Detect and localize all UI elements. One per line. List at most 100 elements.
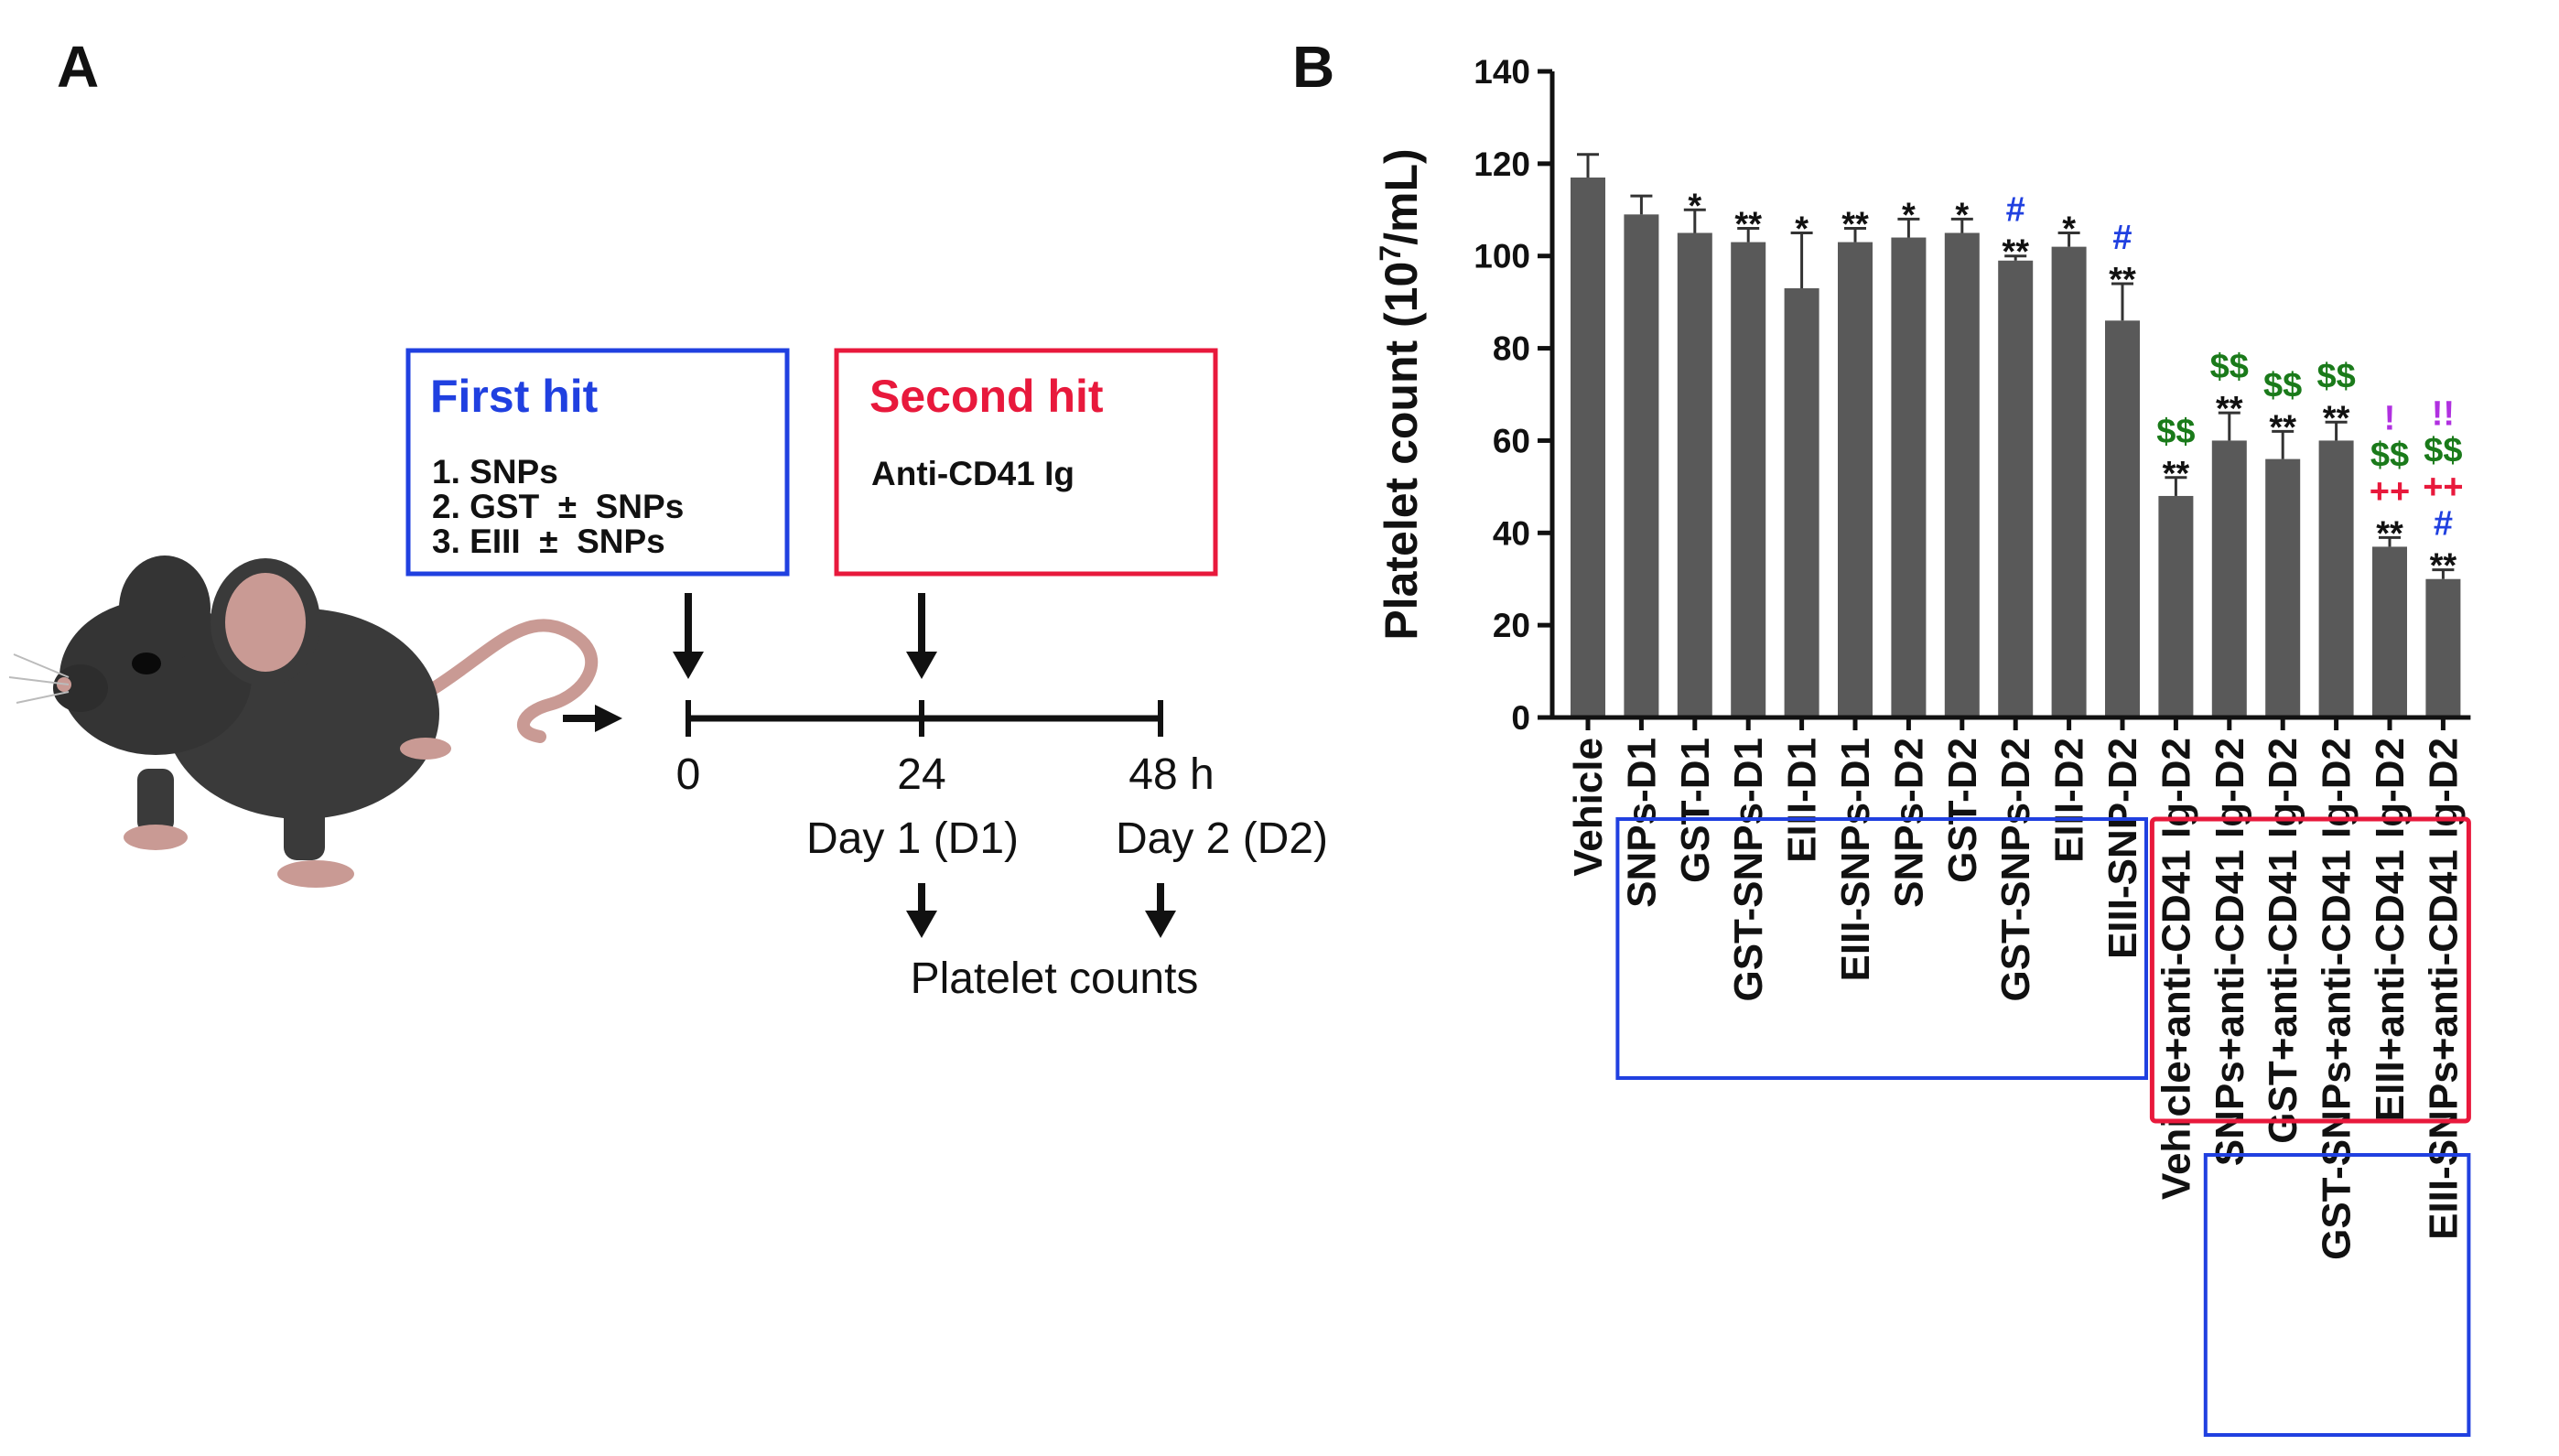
mouse-hind-paw [277, 860, 354, 888]
timeline-label-0: 0 [676, 750, 701, 799]
first-hit-frame [405, 348, 790, 577]
x-category-label: SNPs+anti-CD41 Ig-D2 [2208, 738, 2252, 1166]
y-axis-title-main: Platelet count (10 [1376, 262, 1427, 641]
x-category-label: GST-SNPs-D2 [1993, 738, 2038, 1002]
y-tick-label: 0 [1511, 699, 1530, 737]
panel-a-label: A [57, 34, 99, 100]
first-hit-item-1: 1. SNPs [432, 453, 558, 491]
significance-marker: ** [2109, 261, 2136, 299]
timeline-label-48: 48 h [1128, 750, 1214, 799]
mouse-eye [132, 653, 161, 674]
mouse-tail [378, 619, 599, 743]
timeline-outcome: Platelet counts [911, 954, 1199, 1003]
timeline-day2: Day 2 (D2) [1116, 814, 1328, 863]
y-tick-label: 20 [1493, 607, 1530, 644]
mouse-front-leg [137, 769, 174, 833]
x-category-label: EIII-SNP-D2 [2100, 738, 2145, 959]
bar [1998, 260, 2034, 717]
x-category-label: EIII-D2 [2047, 738, 2092, 863]
group-box-no-second-hit [1615, 817, 2148, 1080]
significance-marker: ** [2430, 547, 2457, 586]
second-hit-box: Second hit Anti-CD41 Ig [834, 348, 1218, 577]
significance-marker: ** [2269, 408, 2296, 447]
day1-arrow-head [906, 911, 937, 938]
y-tick-label: 80 [1493, 330, 1530, 368]
bar [1677, 232, 1712, 717]
timeline-day1: Day 1 (D1) [806, 814, 1019, 863]
mouse-ear-back [119, 555, 211, 662]
second-hit-frame [834, 348, 1218, 577]
significance-marker: * [2062, 210, 2076, 249]
y-tick-label: 60 [1493, 422, 1530, 459]
significance-marker: * [1902, 196, 1916, 234]
bar [2158, 495, 2194, 717]
y-axis-ticks: 0 20 40 60 80 100 120 140 [1474, 53, 1552, 737]
first-hit-item-3: 3. EIII ± SNPs [432, 523, 665, 560]
mouse-whiskers [8, 653, 70, 704]
bar [2372, 546, 2407, 717]
group-box-first-hit-plus-anti-cd41 [2203, 1153, 2471, 1437]
day2-arrow-head [1145, 911, 1176, 938]
significance-marker: * [1688, 187, 1701, 225]
first-hit-title: First hit [430, 371, 599, 422]
x-category-label: Vehicle [1566, 738, 1611, 877]
second-hit-title: Second hit [869, 371, 1104, 422]
x-category-label: EIII-SNPs-D1 [1833, 738, 1878, 982]
y-axis-title: Platelet count (107/mL) [1374, 148, 1427, 640]
timeline: 0 24 48 h Day 1 (D1) Day 2 (D2) Platelet… [676, 700, 1328, 1003]
significance-marker: ** [2216, 390, 2243, 428]
mouse-ear-inner [225, 573, 306, 672]
significance-marker: # [2006, 191, 2025, 230]
x-category-label: GST-D1 [1673, 738, 1718, 883]
bar [2425, 578, 2461, 717]
mouse-head [59, 599, 252, 755]
x-category-label: EIII+anti-CD41 Ig-D2 [2368, 738, 2413, 1121]
significance-marker: ** [2323, 399, 2350, 437]
x-category-label: GST+anti-CD41 Ig-D2 [2261, 738, 2305, 1144]
y-tick-label: 40 [1493, 514, 1530, 552]
bar [1731, 242, 1766, 718]
x-category-label: EIII-SNPs+anti-CD41 Ig-D2 [2421, 738, 2466, 1240]
second-hit-item-1: Anti-CD41 Ig [871, 455, 1074, 492]
mouse-illustration [8, 555, 599, 888]
significance-marker: $$ [2263, 366, 2302, 404]
significance-marker: $$ [2210, 348, 2249, 386]
significance-marker: ! [2384, 399, 2396, 437]
significance-marker: ** [1734, 205, 1762, 243]
mouse-hind-leg [284, 787, 325, 860]
x-category-label: GST-D2 [1940, 738, 1985, 883]
bar [2265, 458, 2301, 717]
y-axis-title-tail: /mL) [1376, 148, 1427, 245]
first-hit-box: First hit 1. SNPs 2. GST ± SNPs 3. EIII … [405, 348, 790, 577]
bar [2051, 246, 2087, 718]
significance-marker: ++ [2370, 472, 2410, 511]
bars [1571, 153, 2461, 730]
group-box-anti-cd41 [2149, 816, 2471, 1124]
first-hit-item-2: 2. GST ± SNPs [432, 488, 684, 525]
y-tick-label: 120 [1474, 146, 1530, 183]
significance-annotations: * ** * ** * ***# ***#**$$**$$**$$**$$**++$$!**… [1688, 187, 2463, 585]
bar [1891, 237, 1927, 717]
significance-marker: * [1955, 196, 1969, 234]
second-hit-arrow-head [906, 652, 937, 679]
significance-marker: ** [2002, 233, 2029, 272]
bar [2318, 440, 2354, 717]
y-tick-label: 140 [1474, 53, 1530, 91]
bar [1838, 242, 1873, 718]
bar [1571, 177, 1605, 717]
bar [1944, 232, 1980, 717]
significance-marker: $$ [2316, 357, 2355, 395]
significance-marker: ** [2376, 514, 2403, 553]
significance-marker: !! [2432, 395, 2455, 434]
panel-b-label: B [1292, 34, 1334, 100]
bar [2211, 440, 2247, 717]
bar [2105, 320, 2140, 717]
bar [1624, 214, 1659, 718]
hit-arrows [673, 593, 937, 679]
x-category-label: GST-SNPs-D1 [1726, 738, 1771, 1002]
x-category-label: SNPs-D2 [1886, 738, 1931, 908]
significance-marker: # [2434, 505, 2453, 544]
x-category-label: Vehicle+anti-CD41 Ig-D2 [2154, 738, 2198, 1200]
mouse-back-paw [400, 738, 451, 760]
